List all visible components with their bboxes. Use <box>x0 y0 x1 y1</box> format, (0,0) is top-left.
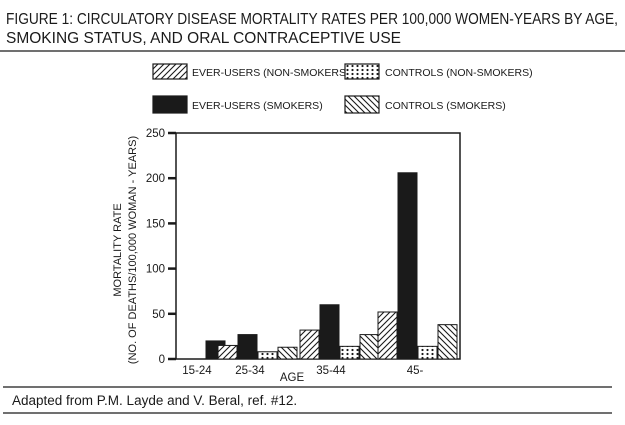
bar-ever-users-non-smokers-25-34 <box>217 344 238 360</box>
x-axis: 15-24 25-34 35-44 45- <box>182 365 423 377</box>
y-tick-label-0: 0 <box>159 354 165 366</box>
bar-controls-non-smokers-35-44 <box>339 345 360 360</box>
legend-label-controls-non-smokers: CONTROLS (NON-SMOKERS) <box>385 67 533 79</box>
legend-item-ever-users-smokers: EVER-USERS (SMOKERS) <box>152 95 323 114</box>
legend-swatch-controls-non-smokers <box>344 63 380 80</box>
x-tick-label-15-24: 15-24 <box>182 365 212 377</box>
bar-ever-users-smokers-35-44 <box>319 304 340 360</box>
x-axis-title: AGE <box>280 372 305 384</box>
y-tick-label-200: 200 <box>146 173 165 185</box>
bar-controls-non-smokers-45 <box>417 345 438 360</box>
figure-title-line-2: SMOKING STATUS, AND ORAL CONTRACEPTIVE U… <box>6 30 401 47</box>
y-axis-title-line-2: (NO. OF DEATHS/100,000 WOMAN - YEARS) <box>127 136 139 364</box>
bar-ever-users-non-smokers-35-44 <box>299 329 320 360</box>
bar-controls-smokers-45 <box>437 324 458 360</box>
legend: EVER-USERS (NON-SMOKERS) CONTROLS (NON-S… <box>152 63 533 114</box>
bar-controls-smokers-25-34 <box>277 346 298 360</box>
legend-item-ever-users-non-smokers: EVER-USERS (NON-SMOKERS) <box>152 63 350 80</box>
legend-label-ever-users-non-smokers: EVER-USERS (NON-SMOKERS) <box>192 67 350 79</box>
y-tick-label-100: 100 <box>146 264 165 276</box>
legend-swatch-ever-users-non-smokers <box>152 63 188 80</box>
bar-controls-smokers-35-44 <box>359 334 380 360</box>
x-tick-label-35-44: 35-44 <box>316 365 346 377</box>
figure-title-line-1: FIGURE 1: CIRCULATORY DISEASE MORTALITY … <box>6 11 618 28</box>
legend-label-controls-smokers: CONTROLS (SMOKERS) <box>385 100 506 112</box>
x-tick-label-25-34: 25-34 <box>235 365 265 377</box>
y-axis-title-line-1: MORTALITY RATE <box>112 203 124 296</box>
legend-item-controls-smokers: CONTROLS (SMOKERS) <box>344 95 506 114</box>
legend-swatch-controls-smokers <box>344 95 380 114</box>
legend-item-controls-non-smokers: CONTROLS (NON-SMOKERS) <box>344 63 533 80</box>
y-axis: 0 50 100 150 200 250 <box>146 128 176 366</box>
bar-controls-non-smokers-25-34 <box>257 351 278 360</box>
bars <box>205 172 458 360</box>
y-tick-label-150: 150 <box>146 218 165 230</box>
bar-ever-users-smokers-45 <box>397 172 418 360</box>
legend-swatch-ever-users-smokers <box>152 95 188 114</box>
legend-label-ever-users-smokers: EVER-USERS (SMOKERS) <box>192 100 323 112</box>
y-tick-label-50: 50 <box>152 309 165 321</box>
bar-ever-users-smokers-25-34 <box>237 334 258 360</box>
x-tick-label-45: 45- <box>407 365 424 377</box>
y-tick-label-250: 250 <box>146 128 165 140</box>
figure-caption: Adapted from P.M. Layde and V. Beral, re… <box>12 393 297 408</box>
bar-ever-users-non-smokers-45 <box>377 311 398 360</box>
